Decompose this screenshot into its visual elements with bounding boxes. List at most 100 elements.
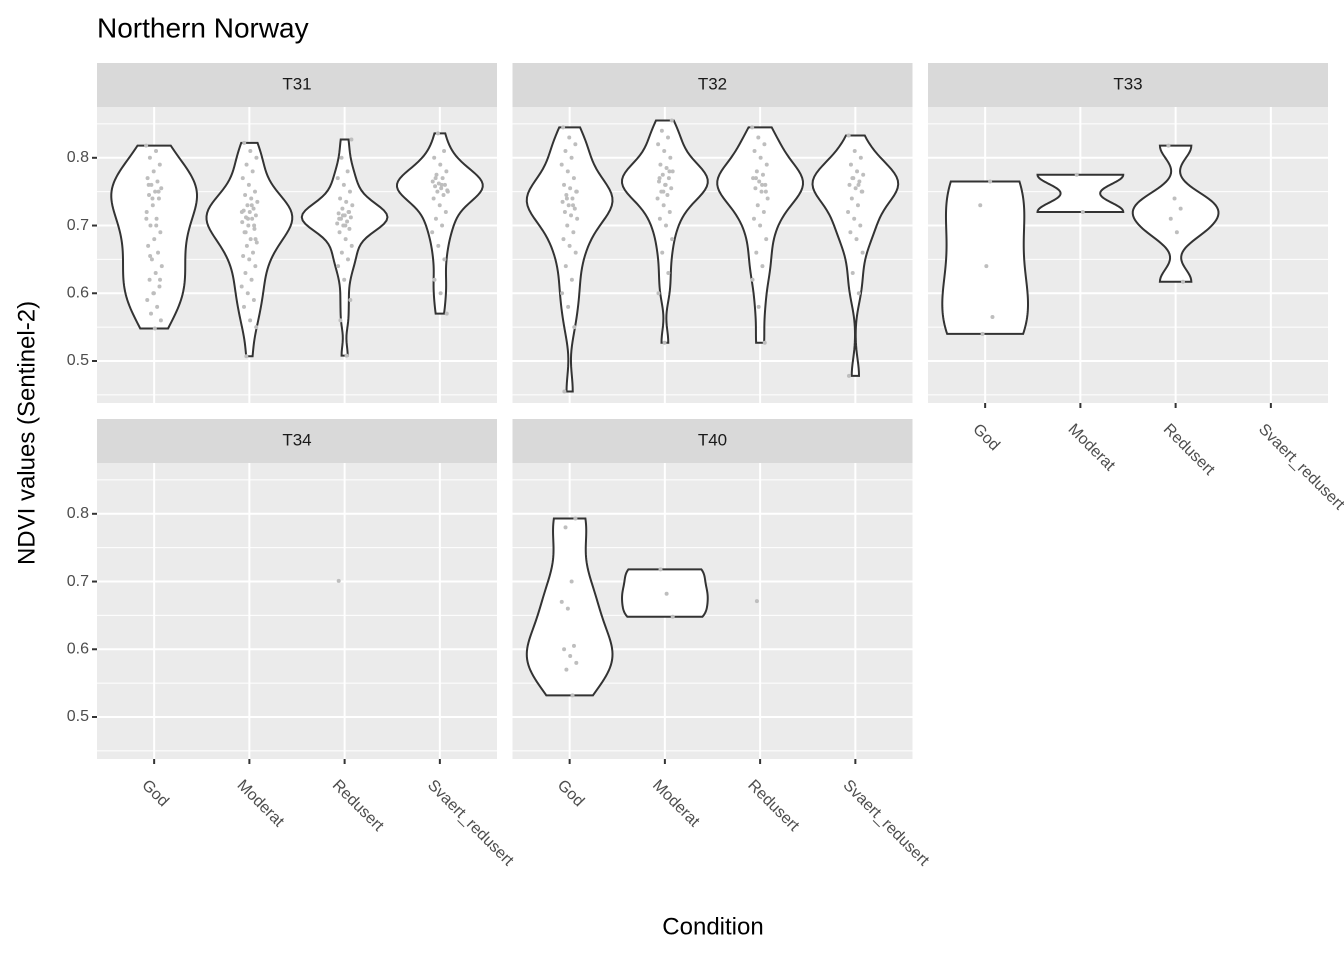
point [573,142,578,147]
point [155,179,160,184]
point [667,209,672,214]
facet-label: T33 [1113,74,1142,93]
point [655,196,660,201]
y-tick-label: 0.6 [67,284,89,301]
point [561,237,566,242]
x-axis-title: Condition [662,913,763,940]
point [335,221,340,226]
point [343,223,348,228]
x-tick-label: Redusert [744,777,802,835]
strip [512,63,913,107]
point [848,162,853,167]
point [430,230,435,235]
point [670,614,675,619]
point [340,213,345,218]
x-tick-label: God [138,777,171,810]
point [562,647,567,652]
point [344,199,349,204]
point [240,176,245,181]
point [754,599,759,604]
point [153,270,158,275]
point [433,176,438,181]
point [437,203,442,208]
point [750,277,755,282]
point [336,264,341,269]
point [846,209,851,214]
point [431,196,436,201]
point [337,230,342,235]
point [670,169,675,174]
point [659,128,664,133]
point [763,182,768,187]
point [145,176,150,181]
point [348,215,353,220]
point [254,155,259,160]
point [248,318,253,323]
point [568,654,573,659]
violin [300,138,389,357]
point [663,182,668,187]
point [442,257,447,262]
violin [1036,173,1125,213]
point [335,176,340,181]
point [656,291,661,296]
point [444,311,449,316]
violin [941,180,1029,335]
point [754,169,759,174]
point [255,199,260,204]
point [1178,206,1183,211]
point [1074,172,1079,177]
point [564,196,569,201]
strip [512,419,913,463]
point [988,179,993,184]
point [559,599,564,604]
point [150,196,155,201]
x-tick-label: Moderat [649,777,703,831]
point [336,578,341,583]
point [858,223,863,228]
point [1180,279,1185,284]
point [151,169,156,174]
point [144,209,149,214]
point [246,182,251,187]
point [337,216,342,221]
chart-title: Northern Norway [97,12,309,43]
point [753,176,758,181]
point [657,216,662,221]
point [155,304,160,309]
point [442,182,447,187]
point [857,179,862,184]
x-tick-label: Redusert [329,777,387,835]
point [661,189,666,194]
point [860,189,865,194]
x-tick-label: God [554,777,587,810]
point [439,182,444,187]
point [252,226,257,231]
point [573,516,578,521]
point [567,135,572,140]
point [250,169,255,174]
point [566,304,571,309]
point [156,196,161,201]
point [252,189,257,194]
point [435,189,440,194]
point [247,257,252,262]
point [567,243,572,248]
point [1174,230,1179,235]
y-tick-label: 0.7 [67,217,89,234]
point [570,693,575,698]
point [670,237,675,242]
point [148,223,153,228]
x-tick-label: Moderat [234,777,288,831]
point [569,213,574,218]
point [245,291,250,296]
point [343,237,348,242]
point [751,216,756,221]
point [571,203,576,208]
point [246,223,251,228]
point [254,325,259,330]
violin [525,126,614,393]
point [157,162,162,167]
point [438,162,443,167]
point [668,155,673,160]
